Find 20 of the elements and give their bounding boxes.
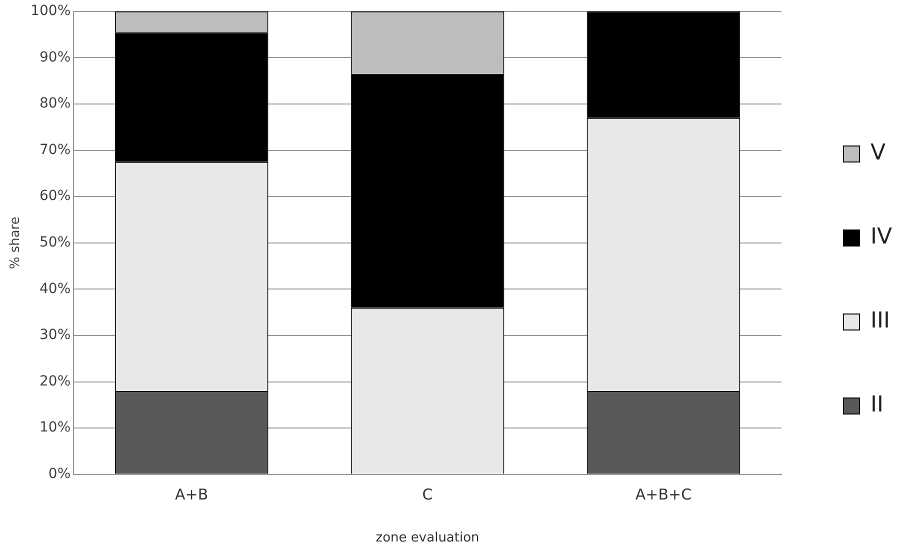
y-tick-label: 10%: [40, 420, 71, 436]
y-axis-title: % share: [8, 216, 24, 270]
y-tick-label: 90%: [40, 49, 71, 66]
y-tick-label: 30%: [40, 327, 71, 344]
legend-label: II: [870, 392, 884, 418]
x-axis-title: zone evaluation: [376, 530, 480, 546]
y-tick-label: 0%: [48, 466, 71, 482]
y-tick-label: 70%: [40, 142, 71, 158]
legend-label: IV: [870, 224, 892, 250]
y-tick-label: 40%: [40, 280, 71, 297]
x-tick-label: A+B: [175, 485, 208, 504]
legend-label: III: [870, 308, 890, 334]
x-tick-label: A+B+C: [635, 485, 692, 504]
legend-label: V: [870, 140, 886, 166]
x-tick-label: C: [422, 485, 433, 504]
y-tick-label: 60%: [40, 188, 71, 204]
y-tick-label: 50%: [40, 234, 71, 251]
y-tick-label: 80%: [40, 96, 71, 112]
y-tick-label: 100%: [30, 3, 71, 20]
y-tick-label: 20%: [40, 373, 71, 390]
